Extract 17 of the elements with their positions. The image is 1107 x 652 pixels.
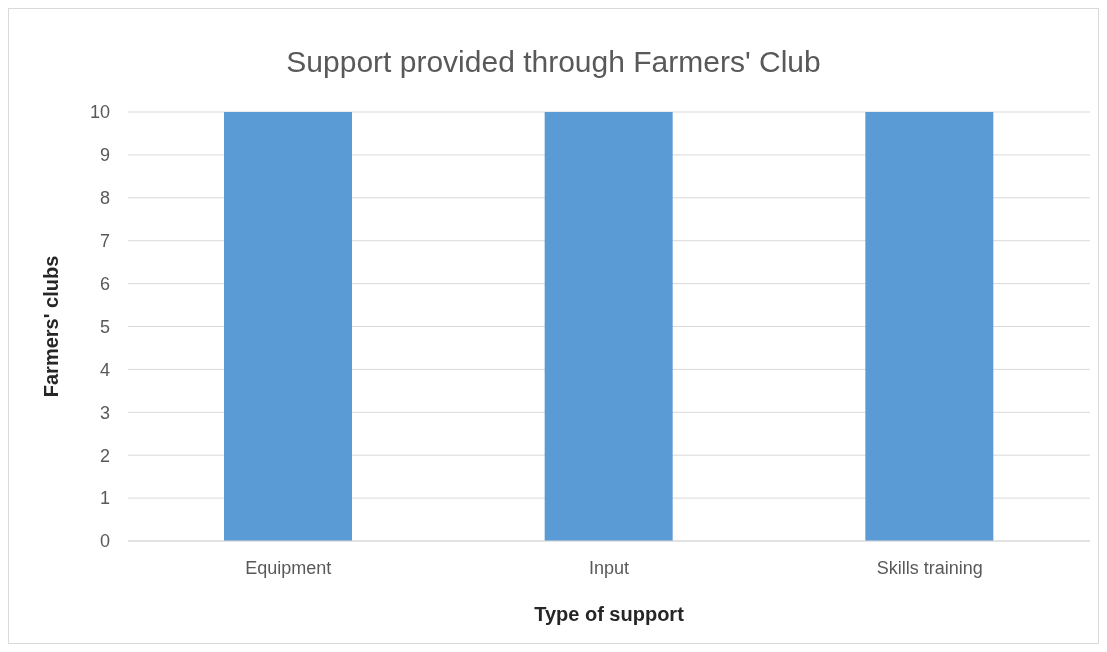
y-tick-label: 6 [99, 273, 110, 294]
y-tick-label: 5 [99, 316, 110, 337]
y-tick-label: 4 [99, 359, 110, 380]
y-tick-label: 9 [99, 145, 110, 166]
y-tick-label: 1 [99, 488, 110, 509]
x-tick-label: Equipment [245, 557, 332, 578]
chart-title: Support provided through Farmers' Club [285, 45, 822, 79]
x-tick-label: Input [588, 557, 630, 578]
x-axis-title: Type of support [534, 603, 685, 625]
y-tick-label: 10 [89, 102, 110, 123]
y-tick-label: 3 [99, 402, 110, 423]
y-tick-label: 8 [99, 188, 110, 209]
x-tick-label: Skills training [876, 557, 983, 578]
y-tick-label: 0 [99, 531, 110, 552]
y-tick-label: 7 [99, 231, 110, 252]
y-axis-title: Farmers' clubs [40, 255, 63, 398]
y-tick-label: 2 [99, 445, 110, 466]
